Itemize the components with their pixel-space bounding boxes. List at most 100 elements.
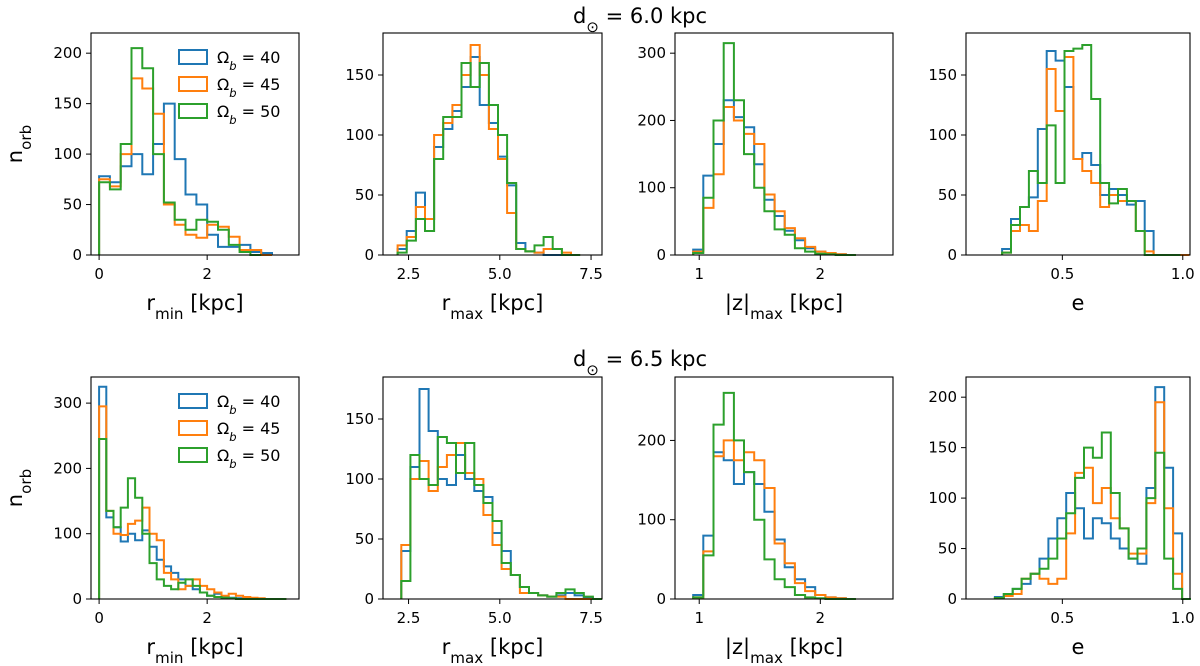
x-tick-label: 2 bbox=[202, 609, 212, 627]
legend-label-1-part: Ω bbox=[217, 48, 229, 67]
y-axis-label-part: orb bbox=[17, 125, 35, 150]
histogram-series-3 bbox=[993, 431, 1191, 600]
x-axis-label-part: r bbox=[442, 635, 451, 659]
x-axis-label: e bbox=[1072, 635, 1085, 659]
subplot-r2-c4: 0.5 1.0 0 50 100 150 200 e bbox=[928, 376, 1195, 659]
y-axis-label: norb bbox=[3, 469, 35, 507]
legend-label-3: Ωb = 50 bbox=[217, 446, 280, 471]
x-axis-label-part: min bbox=[155, 305, 184, 323]
x-tick-label: 0 bbox=[94, 265, 104, 283]
x-tick-label: 2 bbox=[816, 265, 826, 283]
histogram-series-3 bbox=[396, 62, 581, 256]
plot-frame bbox=[674, 32, 894, 256]
histogram-series-2 bbox=[98, 77, 272, 256]
histogram-series-2 bbox=[98, 405, 287, 600]
subplot-r2-c3: 1 2 0 100 200 |z|max [kpc] bbox=[637, 376, 894, 666]
legend-label-3-part: b bbox=[229, 113, 236, 127]
y-tick-label: 0 bbox=[656, 590, 666, 608]
x-axis-label-part: [kpc] bbox=[783, 635, 843, 659]
subplot-r1-c4: 0.5 1.0 0 50 100 150 e bbox=[928, 32, 1195, 315]
y-tick-label: 150 bbox=[345, 410, 374, 428]
y-tick-label: 100 bbox=[928, 489, 957, 507]
y-tick-label: 50 bbox=[938, 186, 957, 204]
y-axis-label-part: n bbox=[3, 494, 27, 507]
x-tick-label: 7.5 bbox=[579, 265, 603, 283]
x-tick-label: 1.0 bbox=[1171, 265, 1195, 283]
plot-frame bbox=[382, 376, 603, 600]
x-tick-label: 0.5 bbox=[1050, 609, 1074, 627]
x-tick-label: 1 bbox=[694, 265, 704, 283]
y-tick-label: 150 bbox=[928, 66, 957, 84]
x-axis-label: rmax [kpc] bbox=[442, 291, 544, 323]
x-tick-label: 7.5 bbox=[579, 609, 603, 627]
x-axis-label: rmax [kpc] bbox=[442, 635, 544, 666]
legend-swatch-3 bbox=[178, 103, 208, 119]
x-axis-label-part: max bbox=[750, 649, 783, 666]
y-tick-label: 0 bbox=[72, 246, 82, 264]
x-tick-label: 2.5 bbox=[397, 265, 421, 283]
y-tick-label: 200 bbox=[928, 388, 957, 406]
y-tick-label: 100 bbox=[637, 179, 666, 197]
x-tick-label: 2 bbox=[816, 609, 826, 627]
row-title-2: d⊙ = 6.5 kpc bbox=[573, 347, 707, 379]
legend-label-2-part: = 45 bbox=[237, 75, 281, 94]
histogram-series-1 bbox=[98, 102, 273, 255]
row-title-2-part: ⊙ bbox=[586, 361, 599, 379]
legend-label-1: Ωb = 40 bbox=[217, 392, 280, 417]
y-tick-label: 200 bbox=[53, 459, 82, 477]
x-axis-label-part: [kpc] bbox=[184, 635, 244, 659]
y-axis-label-part: orb bbox=[17, 469, 35, 494]
legend-label-2: Ωb = 45 bbox=[217, 75, 280, 100]
y-tick-label: 150 bbox=[928, 439, 957, 457]
legend-label-3-part: = 50 bbox=[237, 446, 281, 465]
legend-label-3-part: = 50 bbox=[237, 102, 281, 121]
legend-label-2-part: Ω bbox=[217, 75, 229, 94]
x-tick-label: 1.0 bbox=[1171, 609, 1195, 627]
y-tick-label: 300 bbox=[637, 44, 666, 62]
histogram-series-1 bbox=[1001, 50, 1190, 256]
x-tick-label: 2.5 bbox=[397, 609, 421, 627]
legend-label-1-part: b bbox=[229, 59, 236, 73]
legend-label-2-part: = 45 bbox=[237, 419, 281, 438]
y-tick-label: 100 bbox=[53, 525, 82, 543]
legend-swatch-3 bbox=[178, 447, 208, 463]
x-axis-label-part: [kpc] bbox=[483, 635, 543, 659]
plot-frame bbox=[90, 32, 300, 256]
x-axis-label-part: [kpc] bbox=[184, 291, 244, 315]
legend-label-1: Ωb = 40 bbox=[217, 48, 280, 73]
legend-label-3: Ωb = 50 bbox=[217, 102, 280, 127]
histogram-series-2 bbox=[692, 439, 856, 600]
y-tick-label: 100 bbox=[345, 470, 374, 488]
y-tick-label: 0 bbox=[364, 246, 374, 264]
y-tick-label: 100 bbox=[928, 126, 957, 144]
y-tick-label: 100 bbox=[53, 145, 82, 163]
y-tick-label: 200 bbox=[637, 431, 666, 449]
x-tick-label: 5.0 bbox=[488, 265, 512, 283]
subplot-r1-c3: 1 2 0 100 200 300 |z|max [kpc] bbox=[637, 32, 894, 323]
y-axis-label-part: n bbox=[3, 150, 27, 163]
y-tick-label: 50 bbox=[355, 186, 374, 204]
y-tick-label: 200 bbox=[53, 44, 82, 62]
row-title-2-part: d bbox=[573, 347, 586, 371]
y-tick-label: 300 bbox=[53, 394, 82, 412]
x-axis-label-part: e bbox=[1072, 291, 1085, 315]
y-tick-label: 50 bbox=[938, 540, 957, 558]
y-tick-label: 50 bbox=[355, 530, 374, 548]
x-axis-label: rmin [kpc] bbox=[146, 635, 243, 666]
x-axis-label-part: r bbox=[442, 291, 451, 315]
legend-label-2-part: b bbox=[229, 430, 236, 444]
legend-swatch-2 bbox=[178, 420, 208, 436]
legend-label-2: Ωb = 45 bbox=[217, 419, 280, 444]
plot-frame bbox=[382, 32, 603, 256]
x-axis-label-part: |z| bbox=[725, 291, 750, 316]
y-tick-label: 150 bbox=[53, 95, 82, 113]
histogram-series-2 bbox=[993, 401, 1191, 600]
subplot-r2-c2: 2.5 5.0 7.5 0 50 100 150 rmax [kpc] bbox=[345, 376, 603, 666]
histogram-series-1 bbox=[692, 99, 856, 256]
histogram-series-2 bbox=[692, 106, 856, 256]
plot-frame bbox=[674, 376, 894, 600]
legend-swatch-1 bbox=[178, 49, 208, 65]
